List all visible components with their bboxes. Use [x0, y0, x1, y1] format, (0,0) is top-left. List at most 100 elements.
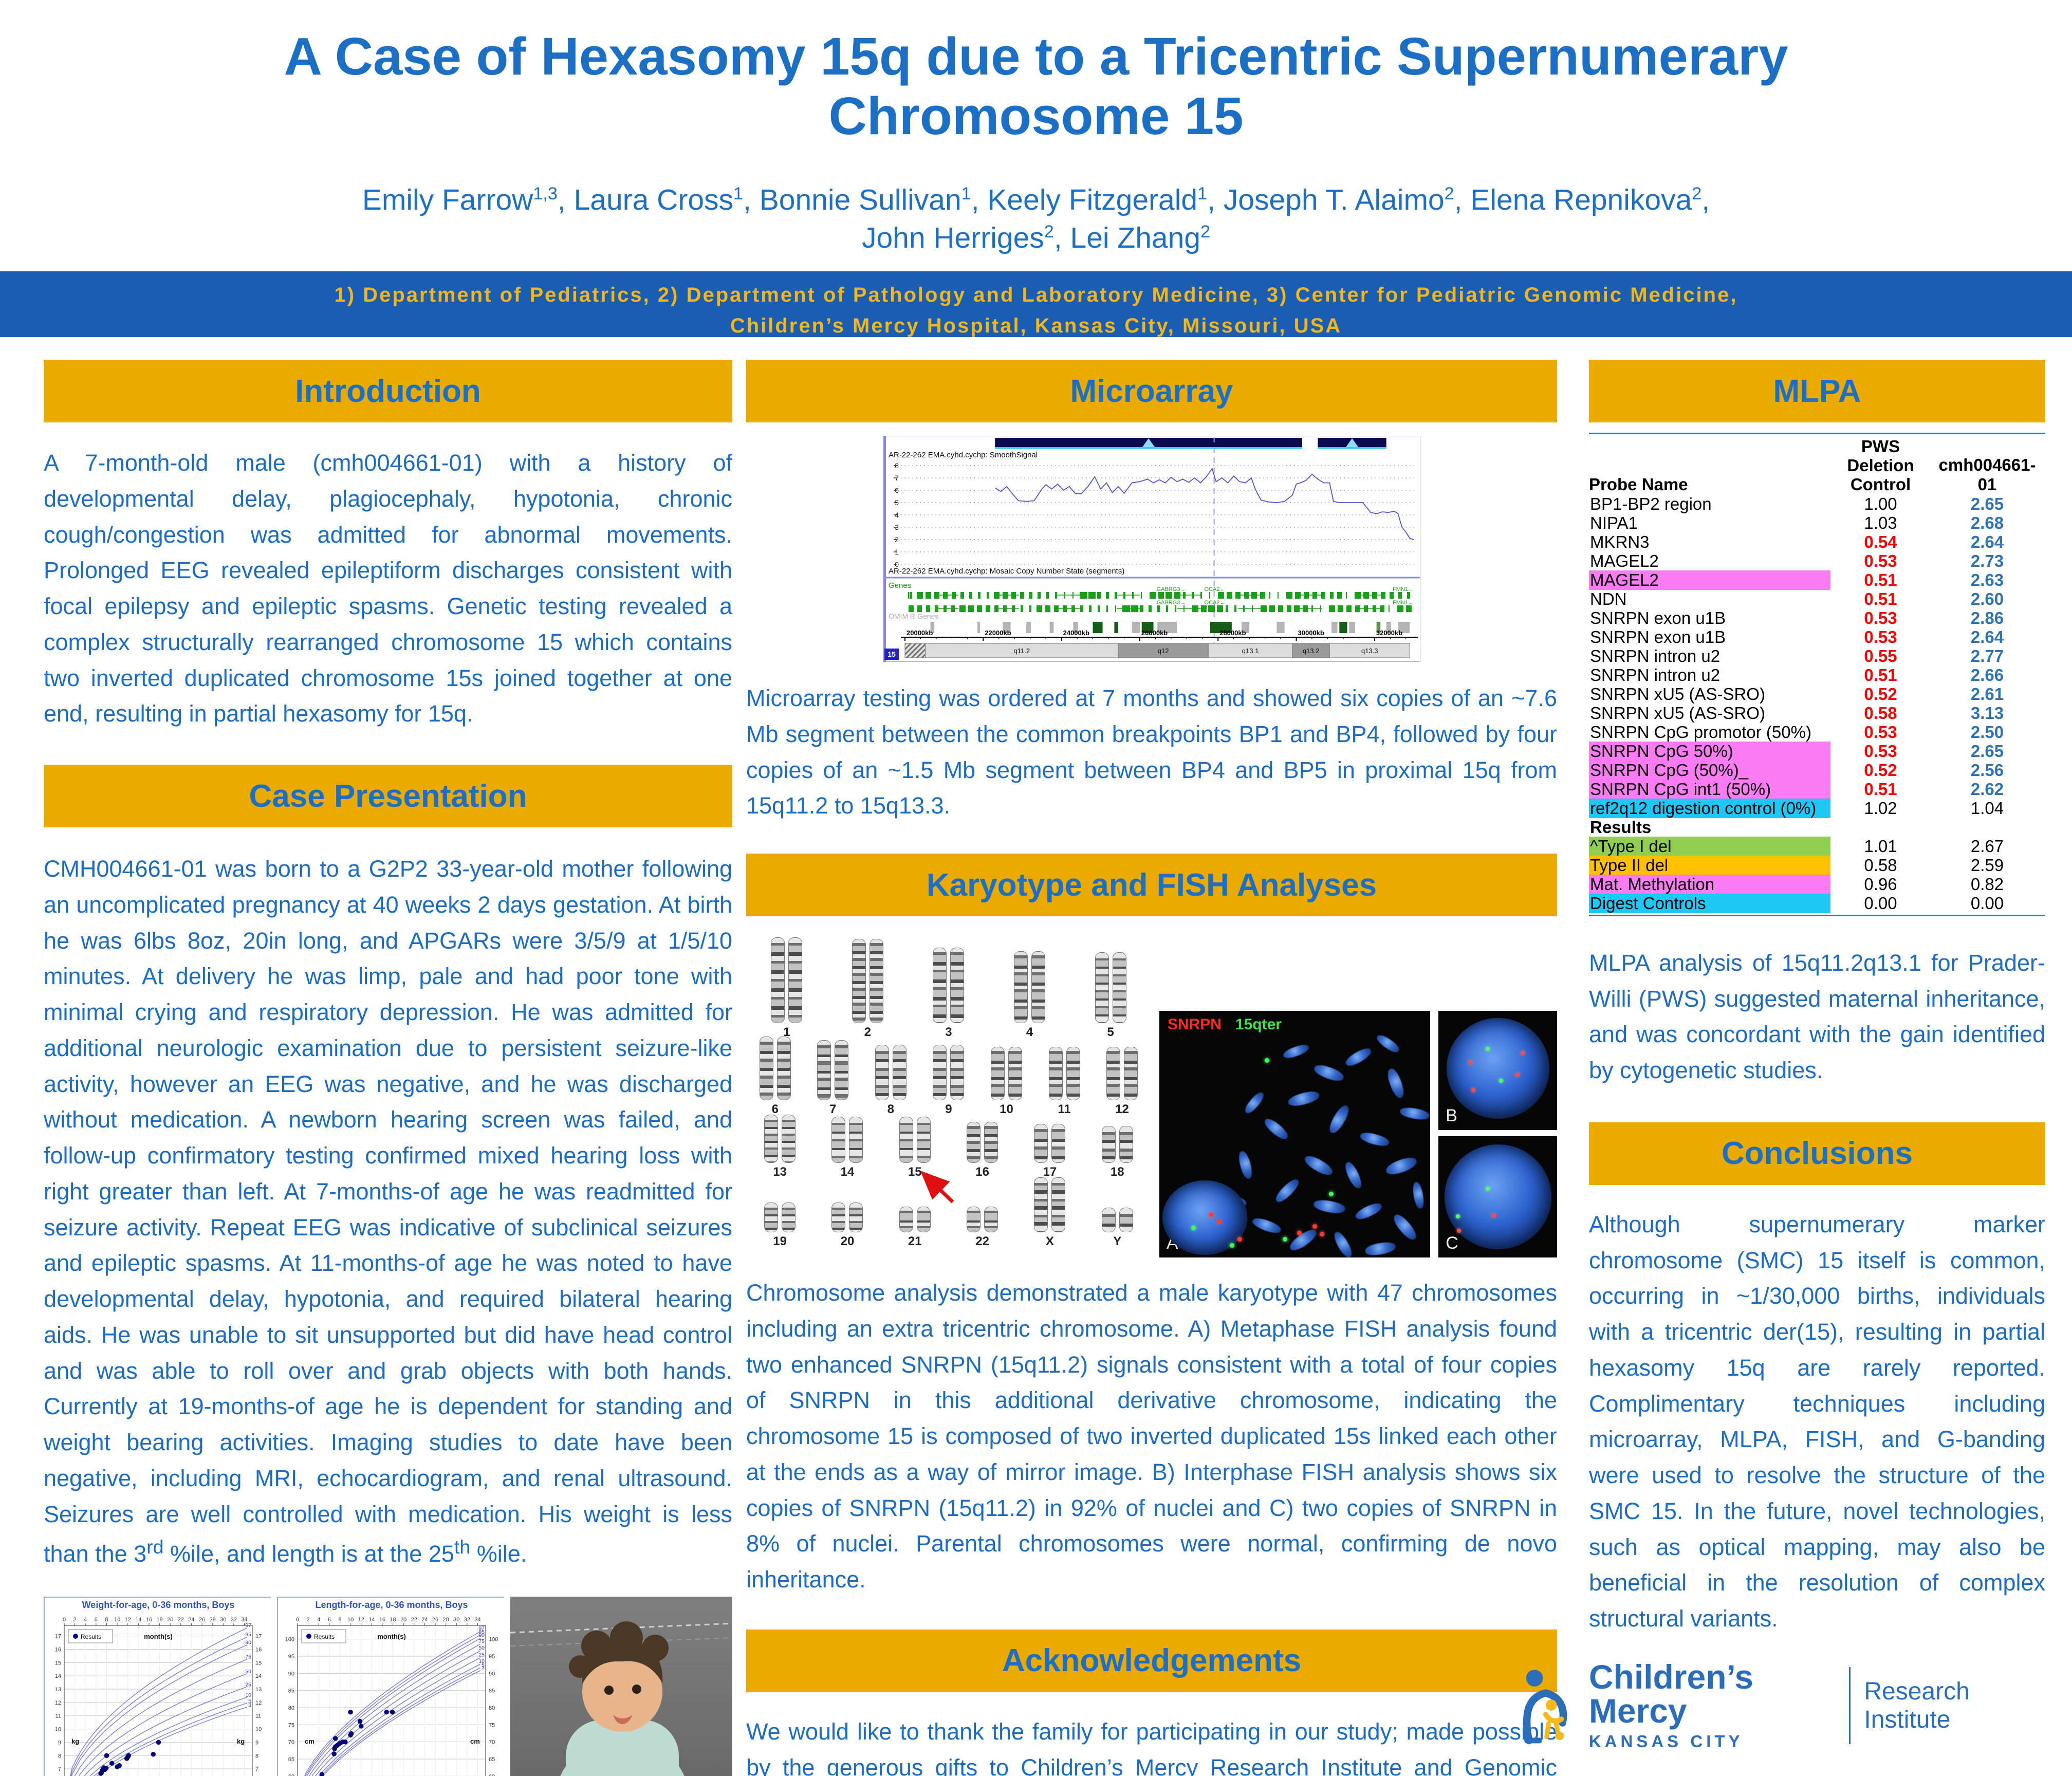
mlpa-sample-value: 2.65	[1970, 741, 2004, 761]
mlpa-control-value: 0.52	[1864, 760, 1897, 780]
author: Elena Repnikova	[1470, 183, 1692, 216]
fish-panel-b-label: B	[1446, 1106, 1457, 1125]
chromosome-number: 13	[773, 1165, 787, 1179]
svg-text:32: 32	[464, 1617, 470, 1623]
chromosome-pair	[875, 1045, 906, 1100]
mlpa-probe-name: NIPA1	[1590, 513, 1638, 532]
svg-text:Length-for-age, 0-36 months, B: Length-for-age, 0-36 months, Boys	[315, 1600, 468, 1610]
chromosome-icon	[1051, 1124, 1066, 1163]
mlpa-control-value: 0.53	[1864, 741, 1897, 761]
table-row: SNRPN CpG 50%) 0.53 2.65	[1589, 741, 2045, 761]
svg-text:Results: Results	[81, 1633, 101, 1640]
svg-text:75: 75	[245, 1654, 251, 1660]
fish-signal-green	[1191, 1226, 1196, 1230]
author: Lei Zhang	[1070, 221, 1201, 255]
chromosome-icon	[771, 937, 785, 1023]
ordinal-superscript: th	[454, 1536, 471, 1558]
svg-text:cm: cm	[305, 1737, 314, 1745]
svg-text:70: 70	[288, 1740, 294, 1746]
svg-text:11: 11	[255, 1713, 261, 1719]
chromosome-pair-18: 18	[1101, 1126, 1133, 1179]
svg-text:14: 14	[135, 1617, 141, 1623]
chromosome-blob	[1287, 1226, 1319, 1254]
childrens-mercy-icon	[1523, 1670, 1567, 1745]
table-row: ^Type I del 1.01 2.67	[1589, 836, 2045, 856]
svg-text:GABRG3→: GABRG3→	[1156, 586, 1186, 593]
table-row: SNRPN intron u2 0.55 2.77	[1589, 646, 2045, 665]
chromosome-pair-4: 4	[1014, 951, 1046, 1040]
chromosome-blob	[1312, 1198, 1346, 1215]
svg-text:q13.3: q13.3	[1361, 647, 1378, 655]
svg-text:95: 95	[489, 1654, 495, 1660]
svg-text:0: 0	[296, 1617, 299, 1623]
chromosome-icon	[849, 1117, 863, 1163]
chromosome-blob	[1312, 1062, 1345, 1084]
svg-text:q13.1: q13.1	[1242, 647, 1259, 655]
svg-text:FMN1←: FMN1←	[1393, 586, 1414, 593]
fish-probe-label-snrpn: SNRPN	[1167, 1016, 1222, 1033]
chromosome-icon	[764, 1115, 779, 1163]
mlpa-control-value: 0.00	[1864, 893, 1897, 913]
chromosome-icon	[916, 1207, 931, 1232]
chromosome-number: 15	[908, 1165, 922, 1179]
chromosome-pair	[1106, 1047, 1138, 1100]
svg-text:20: 20	[167, 1617, 173, 1623]
svg-text:16: 16	[379, 1617, 385, 1623]
chromosome-blob	[1242, 1090, 1266, 1116]
author-superscript: 1	[733, 184, 744, 203]
svg-text:20: 20	[400, 1617, 406, 1623]
svg-text:12: 12	[55, 1700, 61, 1706]
table-row: SNRPN intron u2 0.51 2.66	[1589, 665, 2045, 684]
chromosome-blob	[1375, 1032, 1401, 1055]
chromosome-icon	[950, 948, 965, 1023]
karyotype-row: 1 2 3 4 5	[746, 937, 1151, 1040]
acknowledgements-body: We would like to thank the family for pa…	[746, 1718, 1557, 1776]
chromosome-blob	[1359, 1130, 1391, 1149]
table-row: MAGEL2 0.53 2.73	[1589, 551, 2045, 570]
svg-text:q13.2: q13.2	[1302, 647, 1319, 655]
svg-text:8: 8	[895, 461, 899, 470]
chromosome-icon	[967, 1207, 981, 1232]
chromosome-number: 6	[771, 1102, 779, 1116]
svg-text:kg: kg	[71, 1737, 79, 1745]
svg-text:8: 8	[338, 1617, 341, 1623]
chromosome-icon	[950, 1045, 965, 1100]
fish-signal-red	[1208, 1212, 1213, 1217]
section-header-karyotype-fish: Karyotype and FISH Analyses	[746, 854, 1557, 916]
chromosome-blob	[1287, 1089, 1321, 1108]
svg-text:14: 14	[255, 1673, 262, 1679]
mlpa-control-value: 0.51	[1864, 589, 1897, 608]
chromosome-number: 22	[975, 1234, 989, 1248]
microarray-caption: Microarray testing was ordered at 7 mont…	[746, 685, 1557, 819]
chromosome-icon	[1119, 1126, 1133, 1163]
chromosome-icon	[1034, 1177, 1048, 1232]
chromosome-icon	[875, 1045, 889, 1100]
svg-text:24: 24	[188, 1617, 194, 1623]
svg-text:26000kb: 26000kb	[1141, 629, 1167, 637]
chromosome-pair-11: 11	[1048, 1047, 1080, 1117]
fish-signal-red	[1237, 1237, 1242, 1242]
chromosome-number: 11	[1058, 1102, 1071, 1116]
svg-text:95: 95	[245, 1632, 251, 1638]
svg-text:26: 26	[432, 1617, 438, 1623]
chromosome-icon	[849, 1202, 863, 1232]
svg-text:97: 97	[245, 1622, 251, 1629]
svg-text:95: 95	[478, 1629, 485, 1635]
chromosome-blob	[1262, 1116, 1290, 1142]
mlpa-probe-name: ^Type I del	[1589, 836, 1830, 856]
fish-interphase-column: B C	[1438, 1011, 1557, 1257]
mlpa-control-value: 0.53	[1864, 722, 1897, 742]
chromosome-icon	[1124, 1047, 1138, 1100]
chromosome-icon	[1031, 951, 1046, 1023]
svg-text:15: 15	[255, 1660, 262, 1666]
table-row: Results	[1589, 818, 2045, 837]
svg-text:85: 85	[288, 1688, 294, 1694]
mlpa-sample-value: 2.59	[1970, 855, 2004, 875]
mlpa-probe-name: SNRPN exon u1B	[1590, 608, 1726, 627]
svg-text:34: 34	[241, 1617, 247, 1623]
svg-text:1: 1	[895, 548, 899, 556]
chromosome-number: Y	[1113, 1234, 1122, 1248]
mlpa-control-value: 1.00	[1864, 494, 1897, 513]
mlpa-caption: MLPA analysis of 15q11.2q13.1 for Prader…	[1589, 949, 2045, 1084]
svg-text:100: 100	[489, 1637, 498, 1643]
